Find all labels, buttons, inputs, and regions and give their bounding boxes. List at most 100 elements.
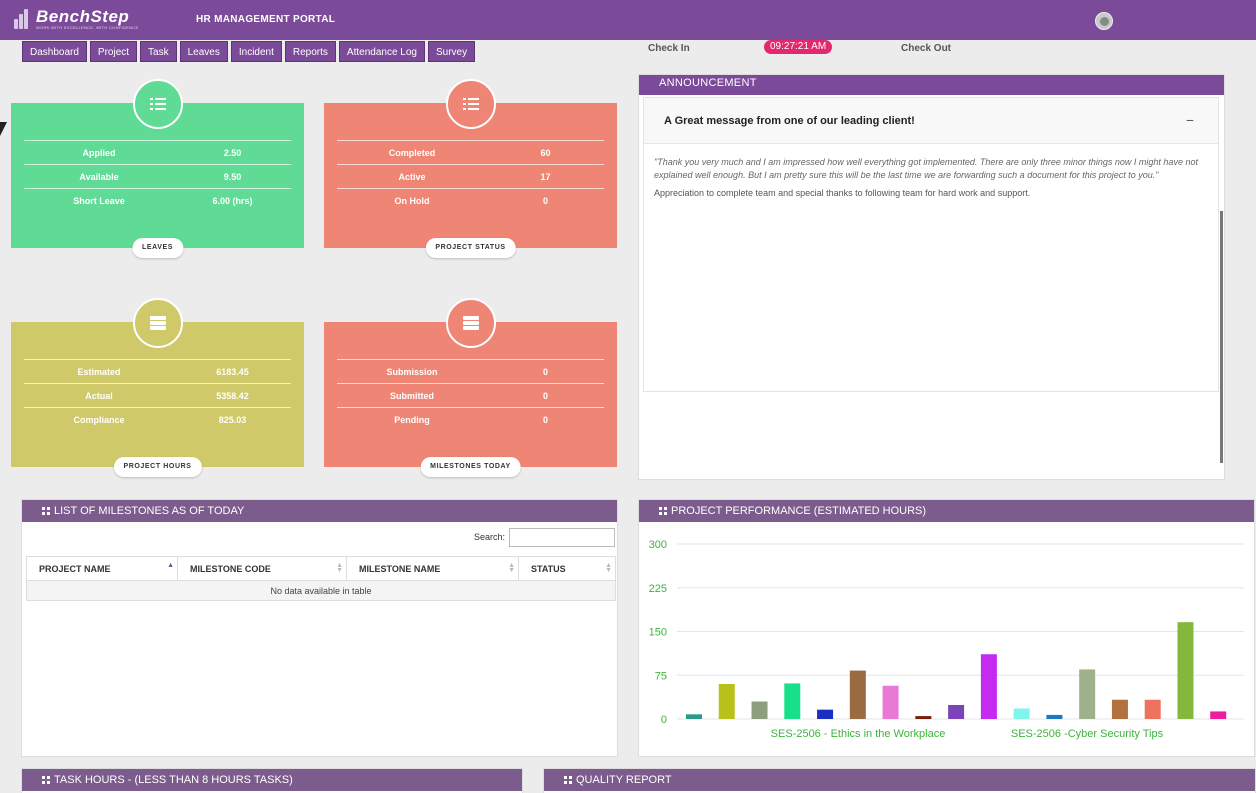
quality-panel: QUALITY REPORT <box>543 768 1256 793</box>
card-row: Short Leave 6.00 (hrs) <box>24 188 291 212</box>
announcement-quote: "Thank you very much and I am impressed … <box>654 157 1198 180</box>
y-tick-label: 225 <box>649 583 667 595</box>
logo[interactable]: BenchStep WORK WITH EXCELLENCE, WITH CON… <box>14 8 138 30</box>
grid-icon <box>564 776 572 784</box>
announcement-note: Appreciation to complete team and specia… <box>654 188 1031 198</box>
chart-bar <box>915 716 932 719</box>
logo-name: BenchStep <box>36 7 130 26</box>
user-avatar[interactable] <box>1095 12 1113 30</box>
chart-bar <box>784 683 801 719</box>
chart-bar <box>882 685 899 719</box>
performance-header: PROJECT PERFORMANCE (ESTIMATED HOURS) <box>639 500 1254 522</box>
card-row: Estimated 6183.45 <box>24 359 291 383</box>
sort-asc-icon: ▲ <box>167 562 174 569</box>
leaves-card: Applied 2.50 Available 9.50 Short Leave 6.0… <box>11 79 304 258</box>
column-header[interactable]: PROJECT NAME ▲ <box>26 556 178 581</box>
announcement-header: ANNOUNCEMENT <box>639 75 1224 95</box>
x-label: SES-2506 - Ethics in the Workplace <box>771 728 946 740</box>
card-row: Submission 0 <box>337 359 604 383</box>
card-row: Available 9.50 <box>24 164 291 188</box>
nav-leaves[interactable]: Leaves <box>179 41 228 62</box>
sort-icon: ▲ ▼ <box>336 562 343 574</box>
main-nav: Dashboard Project Task Leaves Incident R… <box>22 41 476 62</box>
chart-bar <box>849 670 866 719</box>
chart-bar <box>1079 669 1096 719</box>
chart-bar <box>980 654 997 719</box>
portal-title: HR MANAGEMENT PORTAL <box>196 14 336 25</box>
clock-badge: 09:27:21 AM <box>764 40 833 54</box>
chart-bar <box>1210 711 1227 719</box>
project-hours-card: Estimated 6183.45 Actual 5358.42 Complianc… <box>11 298 304 477</box>
announcement-panel: ANNOUNCEMENT A Great message from one of… <box>638 74 1225 480</box>
y-tick-label: 0 <box>661 714 667 726</box>
task-hours-panel: TASK HOURS - (LESS THAN 8 HOURS TASKS) <box>21 768 523 793</box>
card-row: Submitted 0 <box>337 383 604 407</box>
performance-chart: 0 75 150 225 300 SES-2506 - Ethics in the Wor… <box>649 539 1244 740</box>
check-out-button[interactable]: Check Out <box>901 43 952 54</box>
leaves-label[interactable]: LEAVES <box>131 238 184 258</box>
chart-bar <box>751 701 768 719</box>
card-row: Actual 5358.42 <box>24 383 291 407</box>
nav-incident[interactable]: Incident <box>230 41 282 62</box>
card-row: Applied 2.50 <box>24 140 291 164</box>
chart-bar <box>718 684 735 719</box>
task-hours-header: TASK HOURS - (LESS THAN 8 HOURS TASKS) <box>22 769 522 791</box>
chart-bar <box>1177 622 1194 719</box>
project-status-label[interactable]: PROJECT STATUS <box>425 238 516 258</box>
column-header[interactable]: MILESTONE NAME ▲ ▼ <box>346 556 519 581</box>
grid-icon <box>42 776 50 784</box>
card-row: On Hold 0 <box>337 188 604 212</box>
card-row: Compliance 825.03 <box>24 407 291 431</box>
nav-project[interactable]: Project <box>89 41 138 62</box>
collapse-icon[interactable]: − <box>1185 112 1194 128</box>
logo-tagline: WORK WITH EXCELLENCE, WITH CONFIDENCE <box>36 25 139 30</box>
scrollbar[interactable] <box>1220 211 1223 463</box>
milestones-table: PROJECT NAME ▲ MILESTONE CODE ▲ ▼ MILESTONE… <box>26 556 616 601</box>
column-header[interactable]: STATUS ▲ ▼ <box>518 556 616 581</box>
chart-bar <box>686 714 702 719</box>
card-row: Pending 0 <box>337 407 604 431</box>
nav-dashboard[interactable]: Dashboard <box>22 41 87 62</box>
logo-icon <box>14 9 32 29</box>
milestones-today-label[interactable]: MILESTONES TODAY <box>420 457 521 477</box>
announcement-title[interactable]: A Great message from one of our leading … <box>644 98 1218 144</box>
chart-bar <box>817 709 834 719</box>
nav-survey[interactable]: Survey <box>427 41 476 62</box>
y-tick-label: 150 <box>649 627 667 639</box>
x-label: SES-2506 -Cyber Security Tips <box>1011 728 1164 740</box>
project-status-card: Completed 60 Active 17 On Hold 0 PROJECT ST… <box>324 79 617 258</box>
nav-attendance-log[interactable]: Attendance Log <box>338 41 425 62</box>
server-icon <box>446 298 496 348</box>
card-row: Completed 60 <box>337 140 604 164</box>
bar-chart-icon <box>659 507 667 515</box>
grid-icon <box>42 507 50 515</box>
chart-bar <box>1144 699 1161 719</box>
list-icon <box>446 79 496 129</box>
milestones-panel: LIST OF MILESTONES AS OF TODAY Search: P… <box>21 499 618 757</box>
chart-bar <box>948 705 965 719</box>
chart-bar <box>1111 699 1128 719</box>
performance-panel: PROJECT PERFORMANCE (ESTIMATED HOURS) 0 7… <box>638 499 1255 757</box>
chart-bar <box>1013 708 1030 719</box>
top-bar: BenchStep WORK WITH EXCELLENCE, WITH CON… <box>0 0 1256 40</box>
mouse-cursor-icon <box>0 122 7 136</box>
milestones-header: LIST OF MILESTONES AS OF TODAY <box>22 500 617 522</box>
search-input[interactable] <box>509 528 615 547</box>
sort-icon: ▲ ▼ <box>605 562 612 574</box>
check-in-button[interactable]: Check In <box>648 43 690 54</box>
card-row: Active 17 <box>337 164 604 188</box>
nav-task[interactable]: Task <box>140 41 177 62</box>
empty-row: No data available in table <box>26 580 616 601</box>
column-header[interactable]: MILESTONE CODE ▲ ▼ <box>177 556 347 581</box>
quality-header: QUALITY REPORT <box>544 769 1255 791</box>
list-icon <box>133 79 183 129</box>
y-tick-label: 300 <box>649 539 667 551</box>
server-icon <box>133 298 183 348</box>
search-label: Search: <box>474 532 506 542</box>
chart-bar <box>1046 714 1063 719</box>
y-tick-label: 75 <box>655 670 667 682</box>
sort-icon: ▲ ▼ <box>508 562 515 574</box>
project-hours-label[interactable]: PROJECT HOURS <box>113 457 202 477</box>
milestones-today-card: Submission 0 Submitted 0 Pending 0 MILESTON… <box>324 298 617 477</box>
nav-reports[interactable]: Reports <box>284 41 336 62</box>
